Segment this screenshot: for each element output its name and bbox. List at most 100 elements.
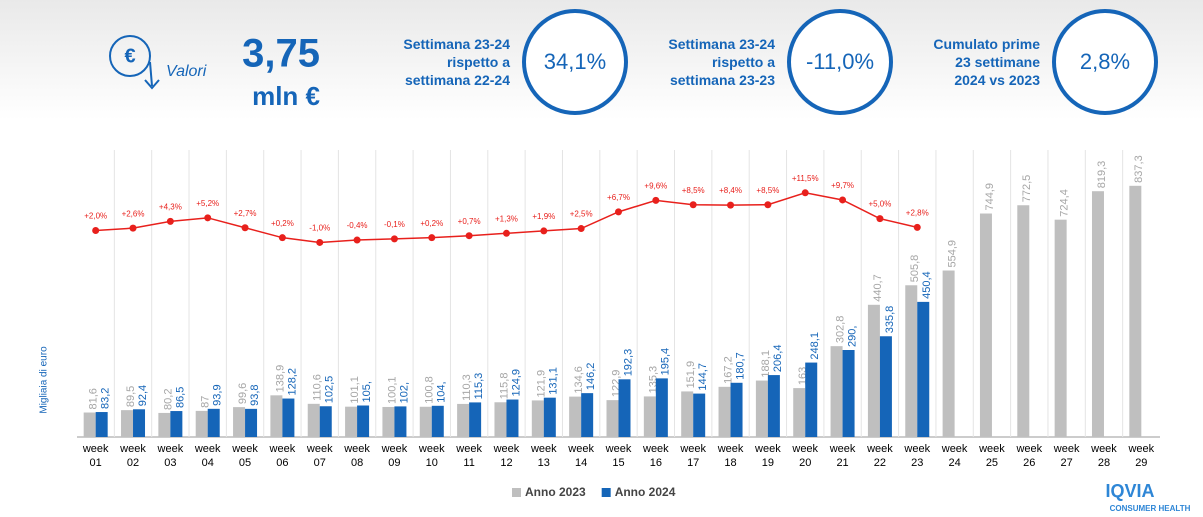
bar (1017, 205, 1030, 437)
bar (655, 378, 668, 437)
bar (879, 336, 892, 437)
value-label: 92,4 (137, 385, 149, 406)
bar (718, 386, 731, 437)
bar (195, 410, 208, 437)
bar (83, 412, 96, 437)
value-label: 115,3 (473, 373, 485, 400)
x-tick-label: week 02 (120, 443, 146, 469)
bar (1054, 219, 1067, 437)
value-label: 93,8 (249, 384, 261, 405)
x-tick-label: week 26 (1016, 443, 1043, 469)
bar (319, 406, 332, 437)
x-tick-label: week 19 (755, 443, 781, 469)
bar (643, 396, 656, 437)
kpi-text: Cumulato prime 23 settimane 2024 vs 2023 (933, 35, 1040, 89)
x-tick-label: week 24 (941, 443, 968, 469)
bar (730, 382, 743, 437)
legend-label: Anno 2023 (525, 485, 586, 499)
bar (531, 400, 544, 437)
bar (158, 412, 171, 437)
x-tick-label: week 01 (82, 443, 109, 469)
line-label: +2,8% (906, 208, 929, 217)
value-label: 131,1 (548, 367, 560, 395)
x-tick-label: week 12 (493, 443, 520, 469)
bar (270, 395, 283, 437)
bar (245, 408, 258, 437)
x-tick-label: week 28 (1091, 443, 1117, 469)
value-label: 101,1 (349, 376, 361, 404)
bar (382, 406, 395, 437)
line-point (241, 224, 249, 232)
header-label: Valori (166, 63, 207, 80)
value-label: 110,3 (461, 374, 473, 401)
bar (581, 393, 594, 437)
bar (830, 346, 843, 437)
bar (95, 412, 108, 437)
value-label: 144,7 (697, 363, 709, 391)
value-label: 206,4 (772, 345, 784, 373)
line-label: +0,2% (420, 219, 443, 228)
value-label: 100,1 (386, 376, 398, 404)
value-label: 104, (436, 381, 448, 402)
x-tick-label: week 06 (269, 443, 296, 469)
value-label: 124,9 (510, 369, 522, 397)
value-label: 335,8 (884, 306, 896, 334)
bar (494, 402, 507, 437)
line-point (390, 235, 398, 243)
line-label: +8,5% (756, 186, 779, 195)
value-label: 248,1 (809, 332, 821, 360)
kpi-circle: -11,0% (787, 9, 893, 115)
bar (394, 406, 407, 437)
x-tick-label: week 17 (680, 443, 707, 469)
value-label: 146,2 (585, 363, 597, 391)
bar (1091, 191, 1104, 437)
line-label: +8,5% (682, 186, 705, 195)
line-label: +11,5% (792, 174, 819, 183)
kpi-line: settimana 22-24 (404, 72, 510, 88)
header-unit: mln € (252, 81, 320, 111)
line-point (540, 227, 548, 235)
line-point (129, 224, 137, 232)
bar (345, 406, 358, 437)
value-label: 110,6 (312, 374, 324, 401)
value-label: 81,6 (88, 388, 100, 409)
line-label: -0,1% (384, 220, 405, 229)
bar (618, 379, 631, 437)
line-label: +2,7% (234, 209, 257, 218)
value-label: 505,8 (909, 255, 921, 283)
line-label: +2,0% (84, 212, 107, 221)
bar (307, 403, 320, 437)
line-point (652, 196, 660, 204)
line-point (727, 201, 735, 209)
line-label: +1,3% (495, 214, 518, 223)
value-label: 80,2 (162, 389, 174, 410)
x-tick-label: week 20 (792, 443, 819, 469)
kpi-text: Settimana 23-24 rispetto a settimana 23-23 (668, 35, 775, 89)
logo-tagline: CONSUMER HEALTH (1110, 504, 1191, 513)
line-point (689, 201, 697, 209)
bar (693, 393, 706, 437)
kpi-line: 23 settimane (955, 54, 1040, 70)
line-label: +4,3% (159, 203, 182, 212)
line-point (615, 208, 622, 216)
line-point (166, 217, 174, 225)
bar (357, 405, 370, 437)
bar (170, 411, 183, 437)
kpi-line: settimana 23-23 (669, 72, 775, 88)
line-point (465, 232, 473, 240)
value-label: 290, (846, 326, 858, 347)
legend-label: Anno 2024 (615, 485, 676, 499)
value-label: 100,8 (424, 376, 436, 404)
line-point (316, 238, 324, 246)
logo-name: IQVIA (1105, 481, 1154, 501)
x-tick-label: week 05 (232, 443, 258, 469)
line-label: +5,0% (868, 200, 891, 209)
line-point (876, 215, 884, 223)
line-label: +2,5% (570, 210, 593, 219)
kpi-line: rispetto a (446, 54, 510, 70)
line-label: +8,4% (719, 186, 742, 195)
x-tick-label: week 07 (306, 443, 333, 469)
y-axis-label: Migliaia di euro (39, 346, 50, 414)
value-label: 192,3 (622, 349, 634, 377)
